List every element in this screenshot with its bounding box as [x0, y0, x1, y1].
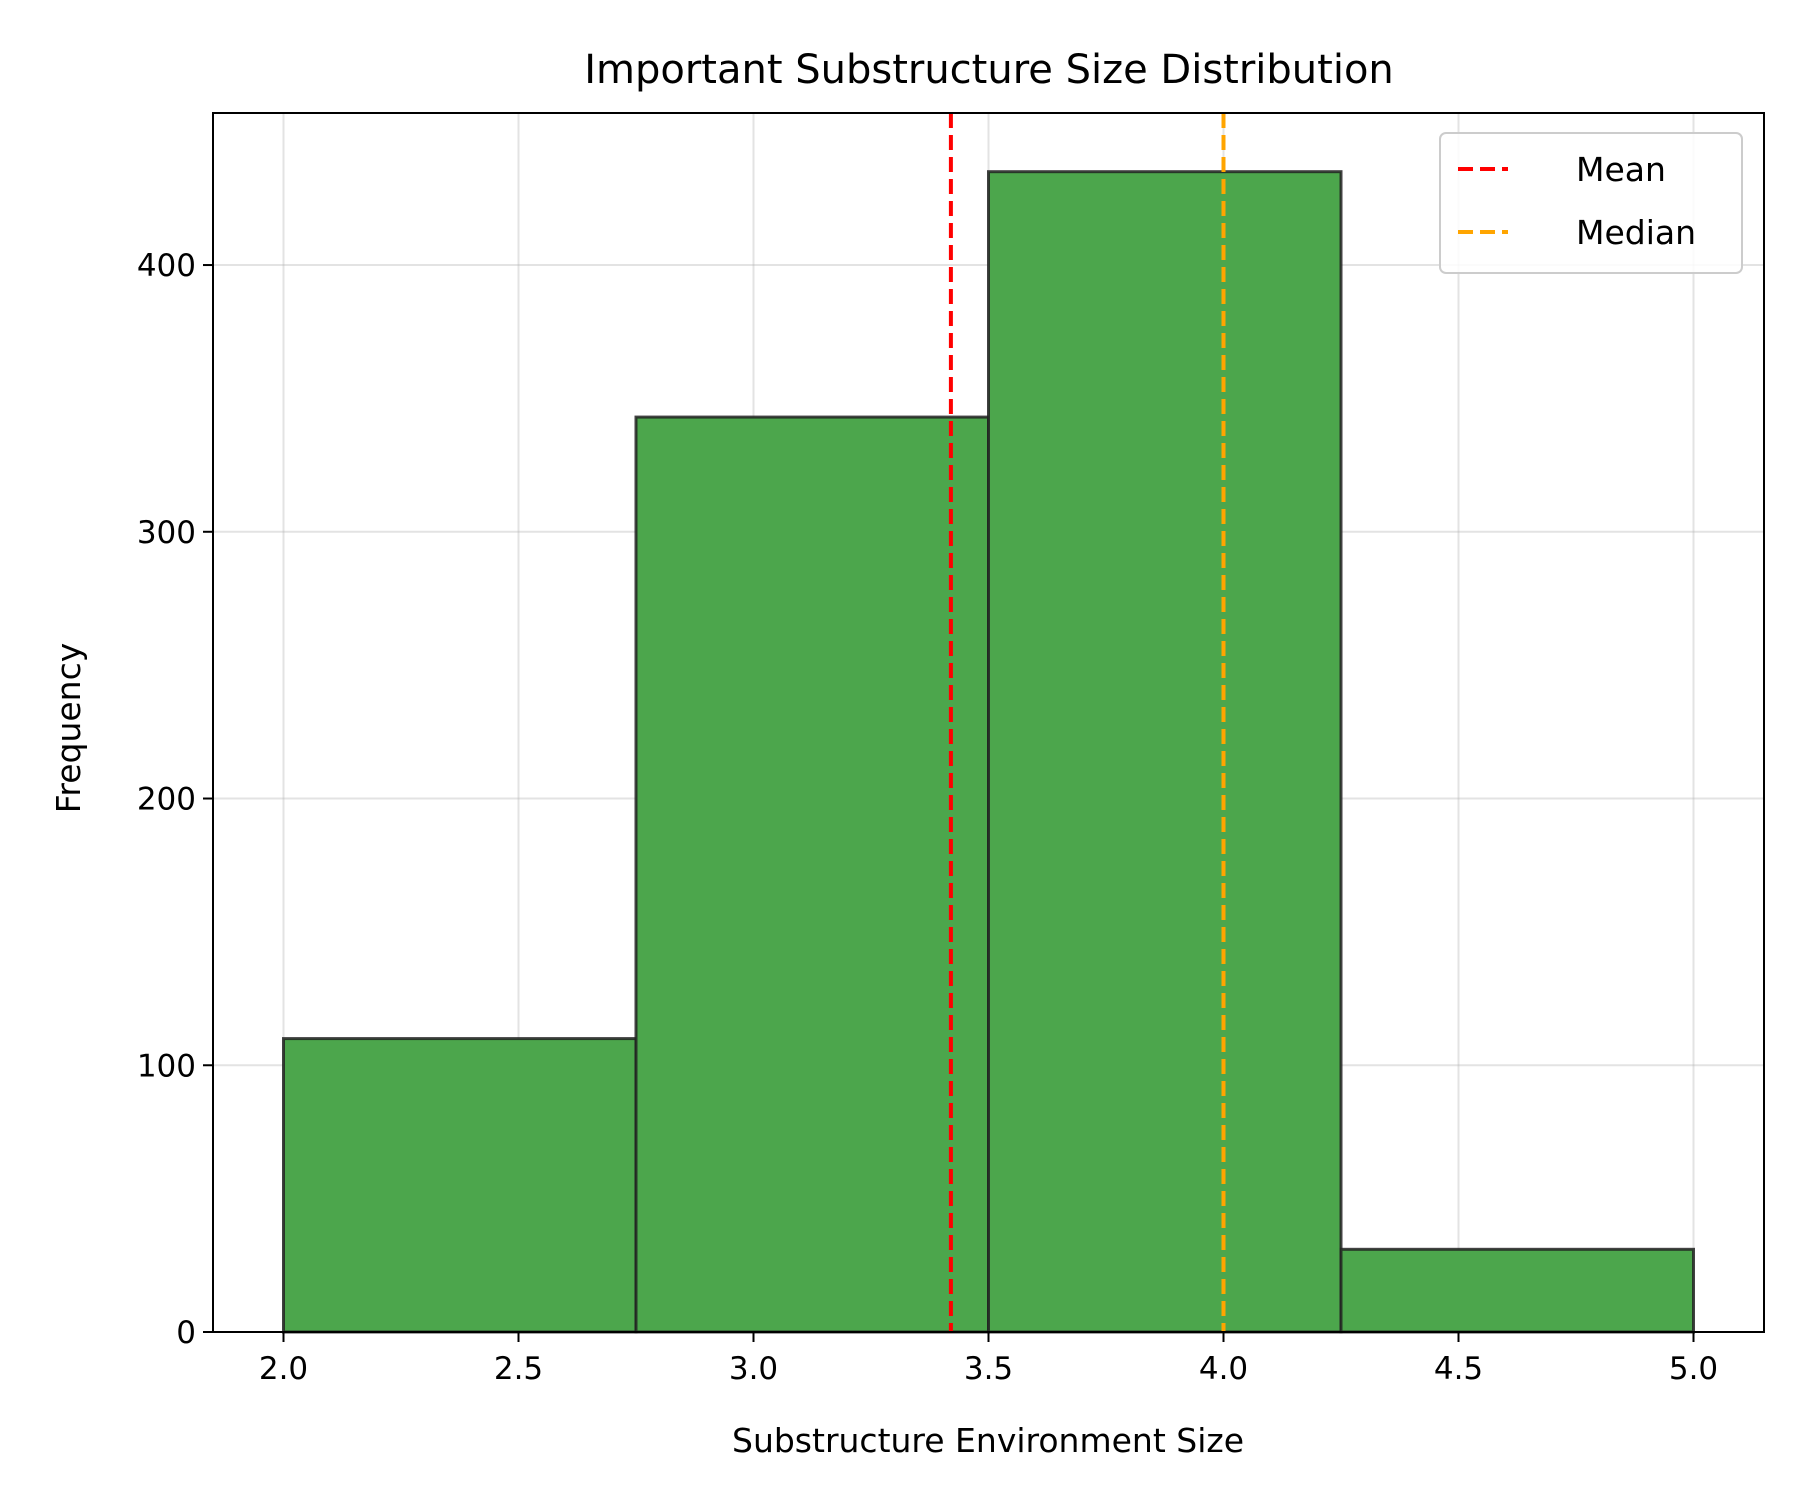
- histogram-bar-2: [634, 415, 990, 1334]
- histogram-bar-3: [987, 170, 1343, 1334]
- legend: Mean Median: [1439, 132, 1743, 274]
- y-tick-label: 300: [137, 515, 196, 551]
- y-axis-label: Frequency: [49, 643, 88, 813]
- reference-lines: [948, 113, 1226, 1332]
- x-tick-label: 4.0: [1199, 1351, 1248, 1387]
- x-axis-label: Substructure Environment Size: [732, 1421, 1244, 1460]
- histogram-bar-4: [1339, 1247, 1695, 1334]
- y-tick-label: 200: [137, 782, 196, 818]
- x-axis-ticks: 2.0 2.5 3.0 3.5 4.0 4.5 5.0: [259, 1332, 1718, 1387]
- y-axis-ticks: 0 100 200 300 400: [137, 248, 213, 1351]
- x-tick-label: 3.5: [964, 1351, 1013, 1387]
- y-tick-label: 100: [137, 1048, 196, 1084]
- y-tick-label: 400: [137, 248, 196, 284]
- histogram-bars: [282, 170, 1695, 1334]
- x-tick-label: 4.5: [1434, 1351, 1483, 1387]
- histogram-bar-1: [282, 1037, 638, 1334]
- legend-box: [1439, 132, 1743, 274]
- legend-median-label: Median: [1576, 213, 1696, 252]
- x-tick-label: 2.0: [259, 1351, 308, 1387]
- y-tick-label: 0: [176, 1315, 196, 1351]
- x-tick-label: 3.0: [729, 1351, 778, 1387]
- chart-title: Important Substructure Size Distribution: [584, 47, 1394, 93]
- x-tick-label: 5.0: [1669, 1351, 1718, 1387]
- legend-mean-label: Mean: [1576, 150, 1666, 189]
- x-tick-label: 2.5: [494, 1351, 543, 1387]
